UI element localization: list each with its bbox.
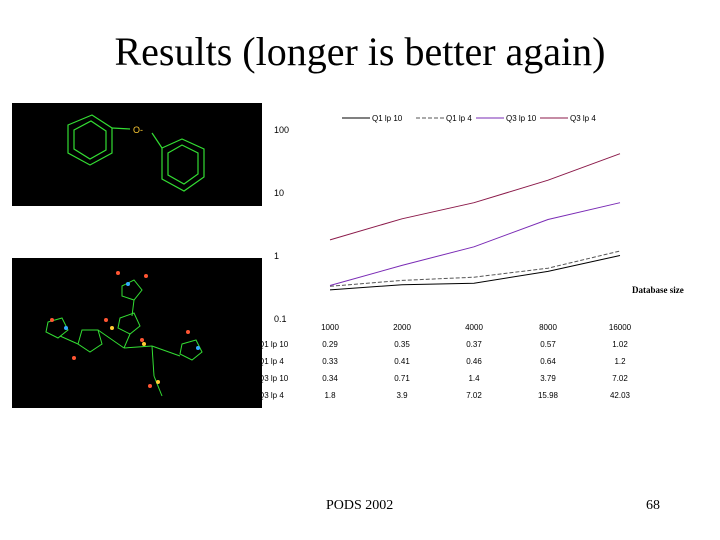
- table-cell: 0.35: [394, 340, 410, 349]
- table-row-label: Q1 lp 4: [258, 357, 284, 366]
- y-tick-label: 100: [274, 125, 289, 135]
- table-cell: 1.4: [468, 374, 480, 383]
- benzene-pair-molecule-icon: O-: [67, 114, 205, 192]
- table-cell: 0.57: [540, 340, 556, 349]
- legend-label: Q3 lp 10: [506, 114, 537, 123]
- table-header-cell: 2000: [393, 323, 411, 332]
- x-axis-label: Database size: [632, 285, 684, 295]
- series-line: [329, 153, 621, 241]
- data-table: 1000 2000 4000 8000 16000 Q1 lp 10 0.29 0.35 0.3…: [255, 323, 632, 402]
- table-cell: 1.02: [612, 340, 628, 349]
- y-tick-label: 0.1: [274, 314, 287, 324]
- footer-text: PODS 2002: [326, 498, 394, 513]
- table-cell: 1.2: [614, 357, 626, 366]
- series-line: [329, 202, 621, 286]
- molecule-image-1: O-: [12, 103, 262, 206]
- table-cell: 0.41: [394, 357, 410, 366]
- nucleotide-chain-molecule-icon: [45, 271, 203, 397]
- table-cell: 0.33: [322, 357, 338, 366]
- table-cell: 0.34: [322, 374, 338, 383]
- series-lines: [329, 153, 621, 291]
- table-cell: 0.29: [322, 340, 338, 349]
- molecule-image-2: [12, 258, 262, 408]
- table-header-cell: 1000: [321, 323, 339, 332]
- y-tick-label: 10: [274, 188, 284, 198]
- table-header-cell: 16000: [609, 323, 632, 332]
- slide-title: Results (longer is better again): [114, 29, 606, 74]
- table-cell: 7.02: [466, 391, 482, 400]
- table-row-label: Q3 lp 10: [258, 374, 289, 383]
- table-cell: 0.37: [466, 340, 482, 349]
- table-row-label: Q3 lp 4: [258, 391, 284, 400]
- table-cell: 3.9: [396, 391, 408, 400]
- legend: Q1 lp 10 Q1 lp 4 Q3 lp 10 Q3 lp 4: [342, 114, 596, 123]
- table-cell: 0.71: [394, 374, 410, 383]
- molecule-label: O-: [133, 125, 143, 135]
- table-cell: 0.64: [540, 357, 556, 366]
- table-cell: 0.46: [466, 357, 482, 366]
- legend-label: Q1 lp 4: [446, 114, 472, 123]
- table-cell: 15.98: [538, 391, 559, 400]
- y-tick-label: 1: [274, 251, 279, 261]
- series-line: [329, 250, 621, 287]
- table-cell: 42.03: [610, 391, 631, 400]
- table-header-cell: 4000: [465, 323, 483, 332]
- table-cell: 1.8: [324, 391, 336, 400]
- table-cell: 3.79: [540, 374, 556, 383]
- table-cell: 7.02: [612, 374, 628, 383]
- legend-label: Q3 lp 4: [570, 114, 596, 123]
- table-header-cell: 8000: [539, 323, 557, 332]
- table-row-label: Q1 lp 10: [258, 340, 289, 349]
- series-line: [329, 255, 621, 291]
- chart: 100 10 1 0.1 Q1 lp 10 Q1 lp 4 Q3 lp 10 Q3 lp 4…: [255, 114, 684, 402]
- page-number: 68: [646, 498, 660, 513]
- y-axis: 100 10 1 0.1: [274, 125, 289, 324]
- legend-label: Q1 lp 10: [372, 114, 403, 123]
